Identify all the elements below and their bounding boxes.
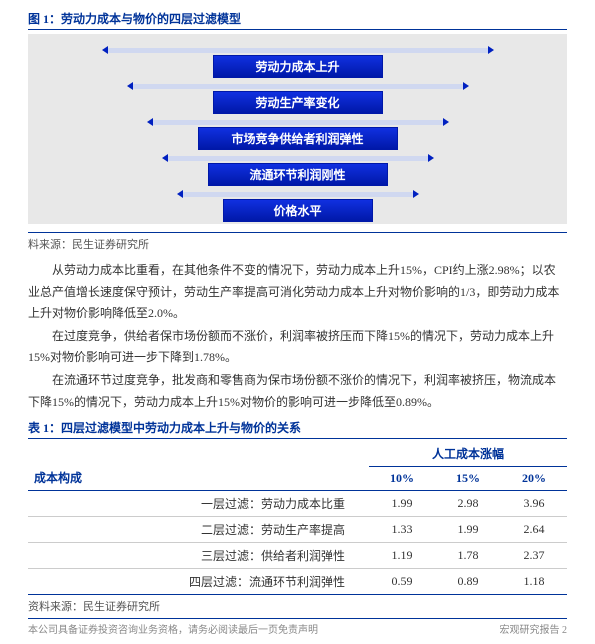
table-col-header: 15% <box>435 467 501 491</box>
diagram-bar: 劳动力成本上升 <box>213 55 383 78</box>
diagram-layer: 流通环节利润刚性 <box>28 156 567 186</box>
data-table: 成本构成 人工成本涨幅 10%15%20% 一层过滤：劳动力成本比重1.992.… <box>28 441 567 595</box>
table-row: 二层过滤：劳动生产率提高1.331.992.64 <box>28 517 567 543</box>
table-col-label: 成本构成 <box>28 441 369 491</box>
page-footer: 本公司具备证券投资咨询业务资格，请务必阅读最后一页免责声明 宏观研究报告 2 <box>28 618 567 636</box>
table-cell: 1.19 <box>369 543 435 569</box>
footer-right: 宏观研究报告 2 <box>500 621 568 636</box>
footer-left: 本公司具备证券投资咨询业务资格，请务必阅读最后一页免责声明 <box>28 621 318 636</box>
diagram-rail <box>133 84 463 89</box>
paragraph: 从劳动力成本比重看，在其他条件不变的情况下，劳动力成本上升15%，CPI约上涨2… <box>28 260 567 325</box>
filter-diagram: 劳动力成本上升劳动生产率变化市场竞争供给者利润弹性流通环节利润刚性价格水平 <box>28 34 567 224</box>
table-cell: 1.78 <box>435 543 501 569</box>
diagram-layer: 劳动力成本上升 <box>28 48 567 78</box>
table-col-header: 20% <box>501 467 567 491</box>
diagram-rail <box>168 156 428 161</box>
table-title: 表 1：四层过滤模型中劳动力成本上升与物价的关系 <box>28 419 567 439</box>
body-text: 从劳动力成本比重看，在其他条件不变的情况下，劳动力成本上升15%，CPI约上涨2… <box>28 260 567 413</box>
table-cell: 1.33 <box>369 517 435 543</box>
diagram-bar: 价格水平 <box>223 199 373 222</box>
diagram-rail <box>183 192 413 197</box>
page: 图 1：劳动力成本与物价的四层过滤模型 劳动力成本上升劳动生产率变化市场竞争供给… <box>0 0 595 644</box>
table-group-header: 人工成本涨幅 <box>369 441 567 467</box>
table-row: 三层过滤：供给者利润弹性1.191.782.37 <box>28 543 567 569</box>
diagram-bar: 流通环节利润刚性 <box>208 163 388 186</box>
paragraph: 在过度竞争，供给者保市场份额而不涨价，利润率被挤压而下降15%的情况下，劳动力成… <box>28 326 567 369</box>
diagram-rail <box>108 48 488 53</box>
table-cell: 1.99 <box>435 517 501 543</box>
figure-source: 料来源：民生证券研究所 <box>28 232 567 252</box>
table-source: 资料来源：民生证券研究所 <box>28 598 567 614</box>
table-row-label: 四层过滤：流通环节利润弹性 <box>28 569 369 595</box>
table-col-header: 10% <box>369 467 435 491</box>
table-cell: 2.64 <box>501 517 567 543</box>
table-cell: 0.59 <box>369 569 435 595</box>
paragraph: 在流通环节过度竞争，批发商和零售商为保市场份额不涨价的情况下，利润率被挤压，物流… <box>28 370 567 413</box>
diagram-rail <box>153 120 443 125</box>
table-row: 四层过滤：流通环节利润弹性0.590.891.18 <box>28 569 567 595</box>
diagram-bar: 市场竞争供给者利润弹性 <box>198 127 398 150</box>
table-row-label: 三层过滤：供给者利润弹性 <box>28 543 369 569</box>
table-cell: 1.18 <box>501 569 567 595</box>
figure-title: 图 1：劳动力成本与物价的四层过滤模型 <box>28 10 567 30</box>
table-cell: 2.37 <box>501 543 567 569</box>
table-row-label: 二层过滤：劳动生产率提高 <box>28 517 369 543</box>
diagram-layer: 劳动生产率变化 <box>28 84 567 114</box>
diagram-layer: 市场竞争供给者利润弹性 <box>28 120 567 150</box>
diagram-layer: 价格水平 <box>28 192 567 222</box>
table-cell: 0.89 <box>435 569 501 595</box>
diagram-bar: 劳动生产率变化 <box>213 91 383 114</box>
